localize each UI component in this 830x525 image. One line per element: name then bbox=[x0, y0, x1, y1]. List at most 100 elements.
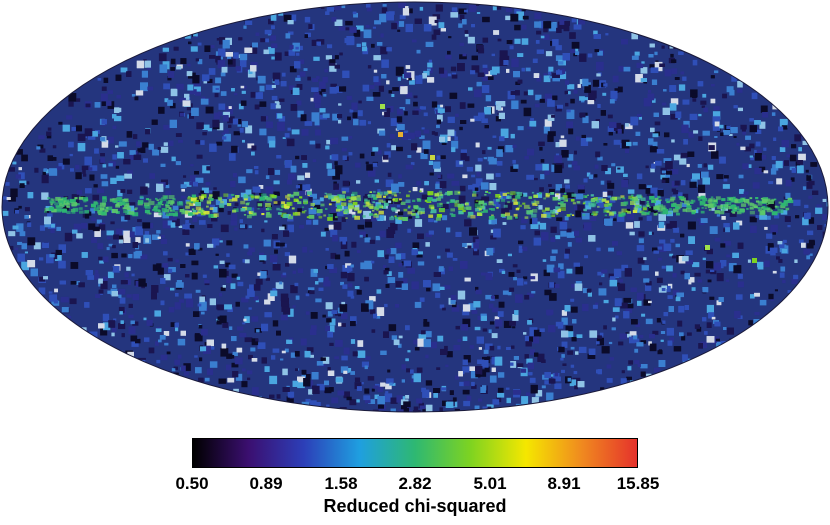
noise-pixel bbox=[204, 45, 211, 52]
noise-pixel bbox=[12, 161, 17, 165]
noise-pixel bbox=[739, 189, 745, 194]
plane-pixel bbox=[240, 200, 246, 205]
noise-pixel bbox=[298, 59, 305, 64]
plane-pixel bbox=[583, 201, 586, 204]
noise-pixel bbox=[120, 67, 128, 73]
plane-pixel bbox=[532, 202, 537, 206]
noise-pixel bbox=[222, 39, 230, 49]
noise-pixel bbox=[551, 249, 558, 254]
noise-pixel bbox=[713, 106, 720, 111]
noise-pixel bbox=[398, 409, 404, 412]
noise-pixel bbox=[497, 345, 501, 350]
noise-pixel bbox=[364, 260, 373, 270]
colorbar-tick: 5.01 bbox=[473, 474, 507, 493]
noise-pixel bbox=[567, 242, 572, 247]
noise-pixel bbox=[380, 33, 384, 38]
noise-pixel bbox=[664, 132, 670, 138]
noise-pixel bbox=[244, 337, 253, 343]
noise-pixel bbox=[343, 370, 348, 374]
noise-pixel bbox=[583, 178, 588, 183]
noise-pixel bbox=[513, 356, 519, 360]
noise-pixel bbox=[329, 86, 337, 94]
noise-pixel bbox=[447, 173, 455, 179]
noise-pixel bbox=[253, 284, 261, 291]
noise-pixel bbox=[327, 44, 333, 49]
plane-pixel bbox=[240, 208, 246, 212]
noise-pixel bbox=[723, 327, 727, 330]
noise-pixel bbox=[342, 240, 346, 245]
noise-pixel bbox=[313, 269, 318, 273]
plane-pixel bbox=[320, 203, 325, 207]
noise-pixel bbox=[681, 180, 686, 186]
noise-pixel bbox=[265, 175, 270, 179]
noise-pixel bbox=[452, 397, 457, 402]
noise-pixel bbox=[492, 5, 497, 11]
plane-pixel bbox=[134, 207, 138, 210]
noise-pixel bbox=[370, 309, 376, 315]
noise-pixel bbox=[220, 287, 226, 292]
noise-pixel bbox=[270, 14, 277, 21]
plane-pixel bbox=[84, 210, 90, 214]
noise-pixel bbox=[217, 60, 226, 69]
noise-pixel bbox=[264, 366, 270, 372]
plane-pixel bbox=[734, 207, 738, 210]
noise-pixel bbox=[625, 308, 633, 313]
noise-pixel bbox=[373, 69, 378, 73]
noise-pixel bbox=[575, 210, 581, 218]
noise-pixel bbox=[117, 189, 123, 197]
noise-pixel bbox=[121, 216, 128, 222]
noise-pixel bbox=[182, 100, 191, 107]
noise-pixel bbox=[316, 383, 325, 391]
plane-pixel bbox=[98, 210, 104, 215]
noise-pixel bbox=[310, 97, 315, 102]
noise-pixel bbox=[414, 219, 423, 227]
noise-pixel bbox=[240, 100, 247, 106]
noise-pixel bbox=[471, 381, 475, 387]
noise-pixel bbox=[486, 248, 494, 256]
plane-pixel bbox=[195, 202, 201, 207]
noise-pixel bbox=[217, 316, 223, 320]
noise-pixel bbox=[346, 396, 352, 401]
noise-pixel bbox=[521, 38, 529, 45]
noise-pixel bbox=[536, 221, 541, 225]
noise-pixel bbox=[401, 364, 406, 370]
colorbar-tick: 8.91 bbox=[547, 474, 581, 493]
noise-pixel bbox=[259, 128, 267, 136]
noise-pixel bbox=[218, 206, 224, 213]
map-noise-pixels bbox=[2, 2, 828, 412]
noise-pixel bbox=[364, 356, 371, 360]
noise-pixel bbox=[335, 377, 344, 383]
noise-pixel bbox=[723, 240, 732, 246]
noise-pixel bbox=[350, 339, 356, 344]
noise-pixel bbox=[100, 280, 108, 290]
noise-pixel bbox=[322, 76, 328, 83]
noise-pixel bbox=[496, 149, 503, 157]
noise-pixel bbox=[168, 307, 175, 313]
noise-pixel bbox=[473, 242, 479, 249]
noise-pixel bbox=[339, 52, 343, 56]
noise-pixel bbox=[114, 107, 120, 113]
noise-pixel bbox=[336, 208, 344, 217]
noise-pixel bbox=[281, 303, 290, 312]
plane-pixel bbox=[491, 214, 494, 217]
noise-pixel bbox=[822, 198, 827, 202]
noise-pixel bbox=[189, 89, 197, 95]
noise-pixel bbox=[421, 330, 426, 335]
noise-pixel bbox=[650, 232, 654, 235]
noise-pixel bbox=[239, 128, 244, 133]
noise-pixel bbox=[668, 306, 674, 312]
noise-pixel bbox=[530, 118, 534, 121]
noise-pixel bbox=[372, 92, 381, 97]
noise-pixel bbox=[526, 174, 535, 180]
plane-pixel bbox=[656, 207, 660, 210]
noise-pixel bbox=[463, 381, 470, 386]
noise-pixel bbox=[270, 290, 278, 297]
noise-pixel bbox=[688, 131, 694, 138]
noise-pixel bbox=[779, 242, 785, 248]
noise-pixel bbox=[683, 139, 688, 145]
noise-pixel bbox=[686, 260, 694, 265]
noise-pixel bbox=[660, 331, 666, 334]
noise-pixel bbox=[419, 6, 424, 11]
plane-pixel bbox=[119, 201, 125, 206]
noise-pixel bbox=[629, 336, 635, 344]
